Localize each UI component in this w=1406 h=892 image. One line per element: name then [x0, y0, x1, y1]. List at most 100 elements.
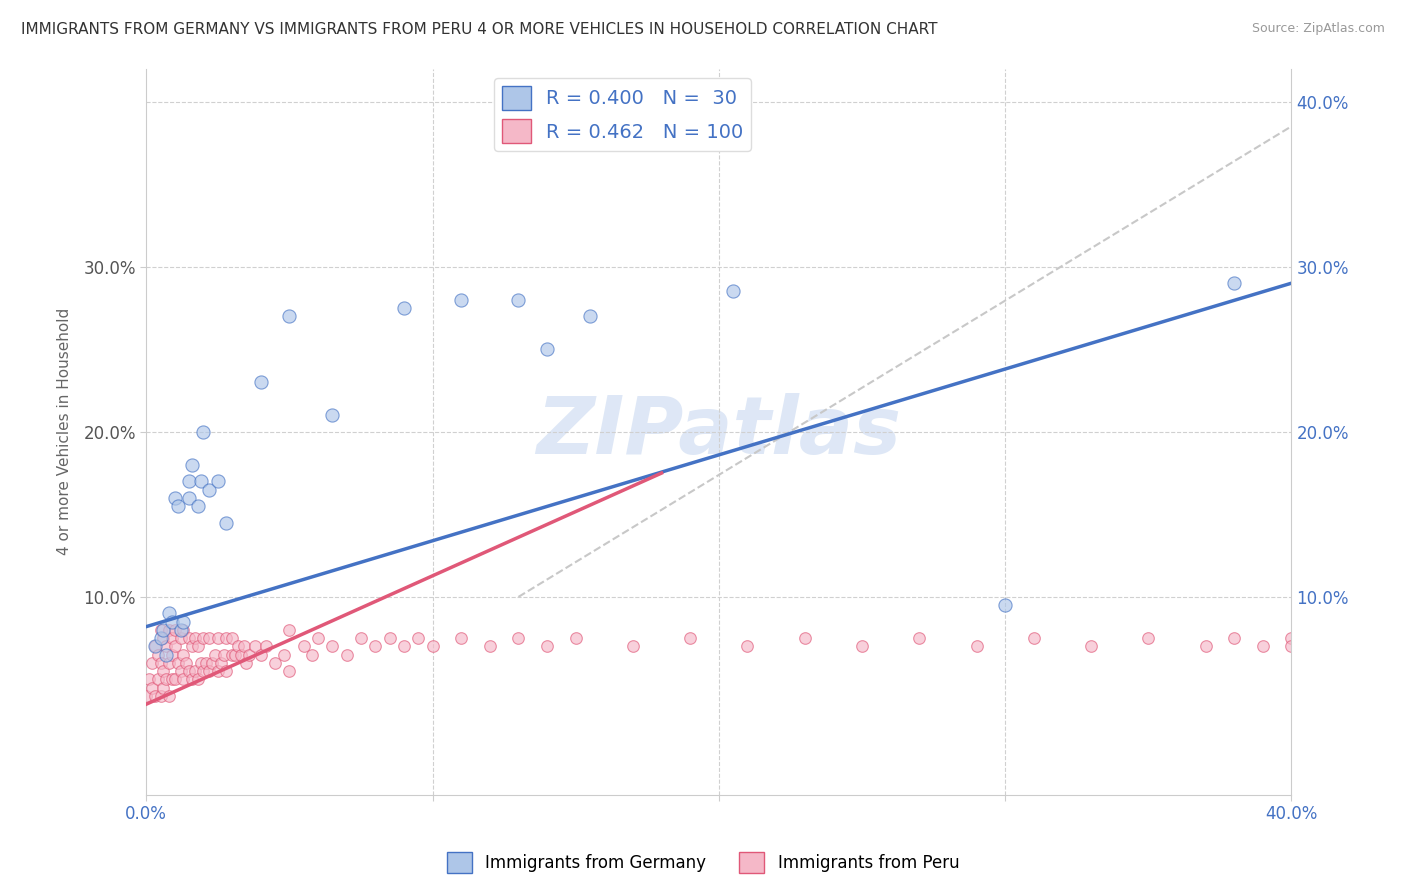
Text: IMMIGRANTS FROM GERMANY VS IMMIGRANTS FROM PERU 4 OR MORE VEHICLES IN HOUSEHOLD : IMMIGRANTS FROM GERMANY VS IMMIGRANTS FR…	[21, 22, 938, 37]
Point	[1251, 640, 1274, 654]
Point	[181, 673, 204, 687]
Point	[243, 640, 266, 654]
Point	[226, 640, 249, 654]
Point	[278, 623, 301, 637]
Point	[157, 607, 180, 621]
Point	[209, 656, 232, 670]
Point	[207, 475, 229, 489]
Point	[536, 640, 558, 654]
Point	[138, 673, 160, 687]
Point	[135, 689, 157, 703]
Point	[157, 623, 180, 637]
Point	[179, 475, 201, 489]
Point	[160, 631, 183, 645]
Point	[160, 615, 183, 629]
Point	[721, 285, 744, 299]
Point	[1194, 640, 1216, 654]
Point	[163, 491, 186, 505]
Point	[172, 673, 194, 687]
Point	[1137, 631, 1160, 645]
Point	[579, 309, 602, 323]
Point	[1281, 631, 1303, 645]
Point	[204, 648, 226, 662]
Point	[621, 640, 644, 654]
Point	[350, 631, 373, 645]
Point	[994, 598, 1017, 612]
Point	[169, 623, 191, 637]
Point	[307, 631, 329, 645]
Point	[143, 689, 166, 703]
Point	[221, 648, 243, 662]
Point	[169, 631, 191, 645]
Point	[737, 640, 759, 654]
Point	[406, 631, 429, 645]
Point	[966, 640, 988, 654]
Point	[212, 648, 235, 662]
Point	[224, 648, 246, 662]
Point	[163, 623, 186, 637]
Point	[478, 640, 501, 654]
Point	[149, 623, 172, 637]
Point	[422, 640, 444, 654]
Point	[152, 631, 174, 645]
Point	[160, 673, 183, 687]
Point	[149, 631, 172, 645]
Point	[1281, 640, 1303, 654]
Point	[149, 689, 172, 703]
Point	[679, 631, 702, 645]
Point	[278, 664, 301, 678]
Point	[172, 623, 194, 637]
Point	[179, 491, 201, 505]
Point	[166, 656, 188, 670]
Point	[235, 656, 257, 670]
Point	[215, 516, 238, 530]
Point	[1223, 276, 1246, 290]
Point	[450, 293, 472, 307]
Point	[238, 648, 260, 662]
Point	[301, 648, 323, 662]
Legend: R = 0.400   N =  30, R = 0.462   N = 100: R = 0.400 N = 30, R = 0.462 N = 100	[494, 78, 751, 151]
Point	[392, 301, 415, 315]
Point	[793, 631, 815, 645]
Point	[157, 656, 180, 670]
Point	[249, 648, 271, 662]
Point	[198, 631, 221, 645]
Point	[155, 673, 177, 687]
Point	[174, 656, 197, 670]
Point	[141, 656, 163, 670]
Point	[172, 648, 194, 662]
Point	[273, 648, 295, 662]
Point	[193, 425, 215, 439]
Point	[198, 664, 221, 678]
Point	[198, 483, 221, 497]
Point	[143, 640, 166, 654]
Point	[908, 631, 931, 645]
Point	[321, 640, 343, 654]
Point	[190, 656, 212, 670]
Point	[187, 640, 209, 654]
Point	[166, 499, 188, 513]
Point	[450, 631, 472, 645]
Point	[229, 648, 252, 662]
Point	[321, 409, 343, 423]
Point	[141, 681, 163, 695]
Point	[184, 631, 207, 645]
Point	[181, 640, 204, 654]
Point	[201, 656, 224, 670]
Point	[193, 664, 215, 678]
Point	[149, 656, 172, 670]
Point	[1080, 640, 1102, 654]
Point	[146, 648, 169, 662]
Point	[378, 631, 401, 645]
Point	[157, 689, 180, 703]
Point	[172, 615, 194, 629]
Point	[184, 664, 207, 678]
Point	[392, 640, 415, 654]
Point	[143, 640, 166, 654]
Point	[508, 631, 530, 645]
Point	[508, 293, 530, 307]
Point	[336, 648, 359, 662]
Point	[249, 376, 271, 390]
Point	[851, 640, 873, 654]
Point	[1022, 631, 1045, 645]
